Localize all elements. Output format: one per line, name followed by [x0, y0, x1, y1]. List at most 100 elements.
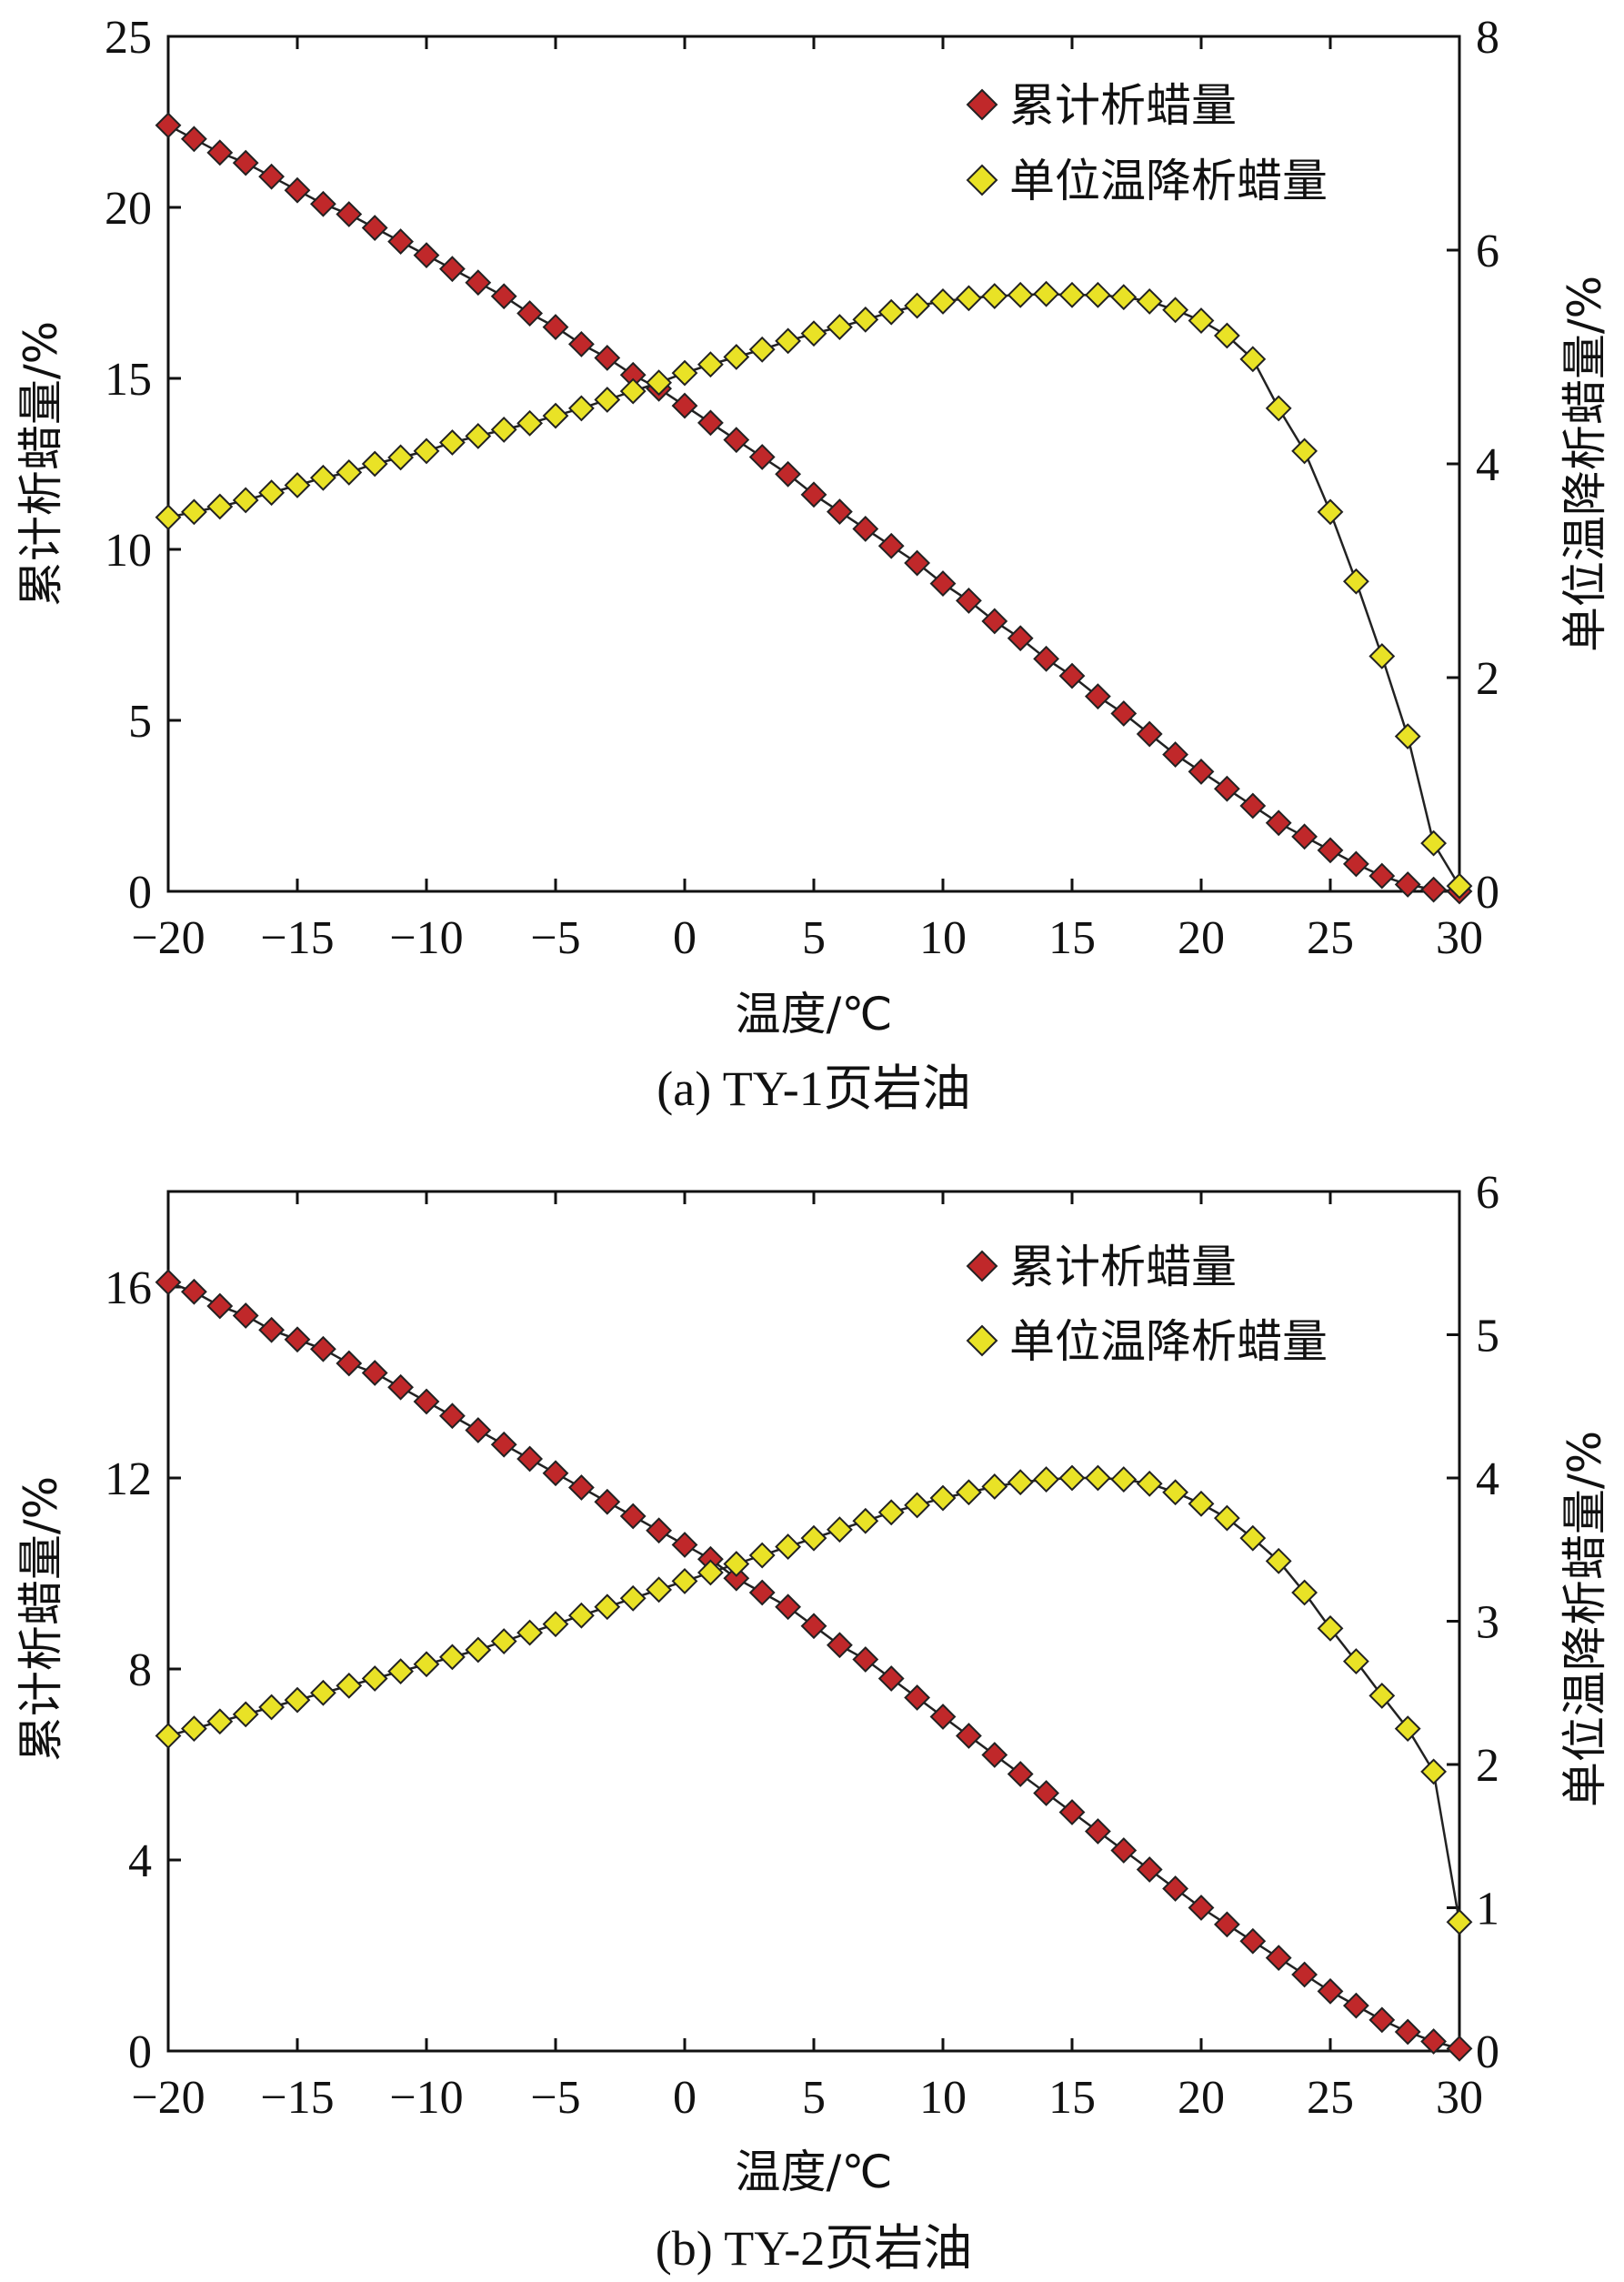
- data-point-series-1: [852, 1507, 879, 1534]
- data-point-series-0: [1084, 1818, 1111, 1845]
- left-y-axis-ticks: 0 4 8 12 16: [105, 1262, 181, 2078]
- x-tick-label: −5: [530, 2072, 580, 2124]
- data-point-series-0: [1420, 2028, 1448, 2055]
- data-point-series-0: [1213, 1911, 1240, 1938]
- x-tick-label: 10: [919, 912, 967, 964]
- data-point-series-0: [1291, 823, 1318, 850]
- data-point-series-0: [465, 1417, 492, 1443]
- data-point-series-1: [387, 1658, 415, 1685]
- data-point-series-0: [155, 1269, 182, 1296]
- x-tick-label: −20: [131, 912, 205, 964]
- data-point-series-0: [981, 1742, 1008, 1768]
- data-point-series-0: [748, 1579, 776, 1606]
- data-point-series-1: [361, 1665, 388, 1692]
- data-point-series-1: [1446, 872, 1473, 900]
- data-point-series-0: [490, 1431, 517, 1458]
- data-point-series-1: [465, 1636, 492, 1664]
- data-point-series-0: [387, 228, 415, 256]
- data-point-series-1: [826, 314, 853, 341]
- data-point-series-0: [1291, 1961, 1318, 1988]
- left-y-tick-label: 4: [128, 1835, 152, 1887]
- data-point-series-1: [619, 1584, 647, 1612]
- data-point-series-1: [542, 1611, 569, 1638]
- data-point-series-0: [284, 176, 311, 204]
- data-point-series-1: [877, 1499, 905, 1526]
- left-y-tick-label: 5: [128, 696, 152, 748]
- x-axis-ticks: −20 −15 −10 −5 0 5 10 15 20 25 30: [131, 36, 1483, 964]
- series-layer: [155, 112, 1473, 905]
- data-point-series-0: [206, 1292, 234, 1320]
- data-point-series-1: [775, 1533, 802, 1561]
- series-line-0: [167, 124, 1460, 893]
- data-point-series-1: [567, 395, 595, 422]
- x-tick-label: 5: [802, 912, 826, 964]
- left-y-tick-label: 0: [128, 2026, 152, 2078]
- data-point-series-1: [1368, 643, 1396, 669]
- legend: 累计析蜡量 单位温降析蜡量: [966, 1241, 1328, 1368]
- data-point-series-0: [490, 283, 517, 310]
- right-y-tick-label: 0: [1476, 867, 1499, 919]
- data-point-series-1: [206, 493, 234, 520]
- data-point-series-1: [1265, 1547, 1292, 1574]
- data-point-series-0: [1033, 645, 1060, 672]
- data-point-series-1: [567, 1602, 595, 1629]
- data-point-series-0: [465, 269, 492, 297]
- data-point-series-1: [981, 283, 1008, 309]
- data-point-series-0: [1188, 758, 1215, 785]
- x-tick-label: 30: [1436, 912, 1483, 964]
- data-point-series-0: [1342, 850, 1369, 878]
- data-point-series-0: [1162, 1875, 1189, 1902]
- data-point-series-0: [1394, 871, 1421, 898]
- data-point-series-0: [877, 532, 905, 559]
- data-point-series-0: [542, 1460, 569, 1487]
- data-point-series-0: [1239, 1927, 1267, 1955]
- data-point-series-0: [594, 1488, 621, 1515]
- x-axis-title: 温度/℃: [736, 2146, 893, 2198]
- right-y-tick-label: 6: [1476, 1167, 1499, 1219]
- data-point-series-1: [1446, 1908, 1473, 1935]
- x-tick-label: 15: [1048, 912, 1096, 964]
- data-point-series-0: [567, 330, 595, 357]
- data-point-series-1: [1136, 1470, 1163, 1497]
- chart-panel-a: −20 −15 −10 −5 0 5 10 15 20 25 30 0 5 10 15 20 25 0 2 4 6 8…: [15, 12, 1611, 1116]
- data-point-series-0: [1033, 1780, 1060, 1806]
- data-point-series-0: [723, 1564, 750, 1592]
- data-point-series-1: [309, 464, 336, 491]
- data-point-series-1: [697, 351, 724, 378]
- data-point-series-0: [1058, 1799, 1086, 1825]
- data-point-series-1: [413, 1651, 440, 1678]
- right-y-axis-ticks: 0 1 2 3 4 5 6: [1447, 1167, 1499, 2078]
- data-point-series-1: [671, 359, 698, 387]
- legend-label-cumulative: 累计析蜡量: [1009, 79, 1237, 132]
- left-y-tick-label: 8: [128, 1644, 152, 1696]
- series-line-0: [167, 1281, 1460, 2050]
- legend-marker-per-degree: [966, 1324, 998, 1357]
- data-point-series-0: [826, 498, 853, 526]
- data-point-series-0: [826, 1632, 853, 1659]
- data-point-series-0: [1317, 1977, 1344, 2005]
- data-point-series-0: [361, 215, 388, 241]
- data-point-series-1: [1033, 1466, 1060, 1493]
- right-y-axis-title: 单位温降析蜡量/%: [1559, 1431, 1611, 1807]
- data-point-series-1: [180, 498, 207, 526]
- x-tick-label: 10: [919, 2072, 967, 2124]
- data-point-series-0: [955, 1723, 982, 1749]
- data-point-series-1: [232, 487, 259, 514]
- x-tick-label: 20: [1178, 912, 1225, 964]
- data-point-series-0: [180, 1278, 207, 1305]
- data-point-series-0: [413, 242, 440, 269]
- data-point-series-0: [1446, 2035, 1473, 2062]
- data-point-series-0: [1239, 792, 1267, 819]
- data-point-series-1: [929, 1484, 957, 1512]
- data-point-series-1: [1291, 1579, 1318, 1606]
- data-point-series-1: [1188, 1490, 1215, 1517]
- data-point-series-0: [594, 345, 621, 371]
- left-y-tick-label: 10: [105, 525, 152, 577]
- data-point-series-0: [1084, 683, 1111, 710]
- data-point-series-1: [1368, 1682, 1396, 1709]
- legend-marker-per-degree: [966, 164, 998, 196]
- right-y-tick-label: 5: [1476, 1311, 1499, 1362]
- legend-label-per-degree: 单位温降析蜡量: [1009, 155, 1328, 207]
- series-layer: [155, 1269, 1473, 2062]
